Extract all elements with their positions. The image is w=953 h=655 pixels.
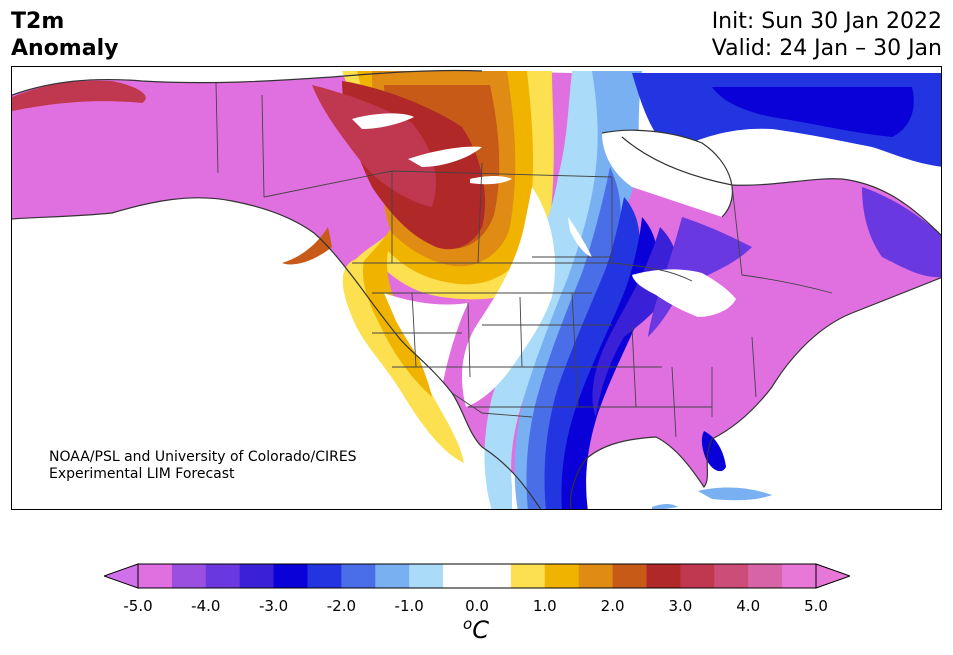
colorbar-cell [375,564,410,588]
warm-band-crimson [312,85,436,207]
colorbar-cell [307,564,342,588]
colorbar-cell [138,564,173,588]
colorbar-unit: oC [463,615,489,644]
colorbar-cell [477,564,512,588]
great-lakes [632,269,736,317]
colorbar-tick-label: 5.0 [804,597,828,615]
colorbar-cell [341,564,376,588]
colorbar-cells [138,564,817,588]
colorbar-extend-low [104,563,139,589]
title-line-1: T2m [11,9,65,34]
anomaly-map [11,66,942,510]
colorbar-tick-label: -3.0 [258,597,289,615]
colorbar-tick-label: 3.0 [668,597,693,615]
title-line-2: Anomaly [11,36,119,61]
colorbar-tick-label: 2.0 [600,597,625,615]
warm-band-alaska [12,80,146,111]
run-info: Init: Sun 30 Jan 2022 Valid: 24 Jan – 30… [712,8,942,62]
lake-athabasca [470,176,512,185]
colorbar-cell [273,564,308,588]
colorbar-outline [137,563,817,589]
great-bear-lake [352,113,414,129]
colorbar-cell [680,564,715,588]
unit-degree: o [463,615,473,633]
map-title: T2m Anomaly [11,8,118,62]
great-slave-lake [408,146,482,167]
colorbar-cell [544,564,580,588]
colorbar-cell [782,564,817,588]
init-date: Init: Sun 30 Jan 2022 [711,9,942,34]
colorbar-cell [612,564,647,588]
valid-range: Valid: 24 Jan – 30 Jan [711,36,942,61]
colorbar-cell [409,564,444,588]
colorbar-tick-label: 0.0 [465,597,489,615]
colorbar [104,563,850,589]
colorbar-tick-label: -1.0 [394,597,424,615]
colorbar-cell [443,564,478,588]
neutral-hudson-bay [602,130,733,217]
unit-letter: C [472,616,489,644]
colorbar-cell [714,564,749,588]
cold-florida [701,431,726,472]
bahamas [652,504,678,509]
warm-band-westcoast [282,227,332,265]
colorbar-cell [646,564,681,588]
coastlines [12,69,941,509]
borders [215,82,833,438]
colorbar-cell [748,564,783,588]
neutral-zone-plains [462,187,556,407]
colorbar-cell [578,564,614,588]
cold-labrador [862,187,941,278]
map-canvas [12,67,941,509]
colorbar-tick-label: -5.0 [123,597,153,615]
colorbar-cell [171,564,207,588]
colorbar-cell [510,564,546,588]
cuba [698,487,772,501]
lake-winnipeg [568,217,592,257]
credit-text: NOAA/PSL and University of Colorado/CIRE… [49,449,357,483]
credit-line-1: NOAA/PSL and University of Colorado/CIRE… [49,449,357,465]
cold-arctic-core [712,87,914,137]
cold-band-royalblue [544,197,640,509]
colorbar-cell [205,564,241,588]
colorbar-tick-label: 1.0 [532,597,557,615]
colorbar-tick-label: -2.0 [326,597,357,615]
colorbar-tick-label: 4.0 [736,597,761,615]
colorbar-extend-high [815,563,850,589]
credit-line-2: Experimental LIM Forecast [49,466,235,482]
neutral-zone-great-basin [384,293,468,387]
cold-band-lightblue [484,71,622,509]
colorbar-tick-label: -4.0 [191,597,221,615]
colorbar-cell [239,564,275,588]
